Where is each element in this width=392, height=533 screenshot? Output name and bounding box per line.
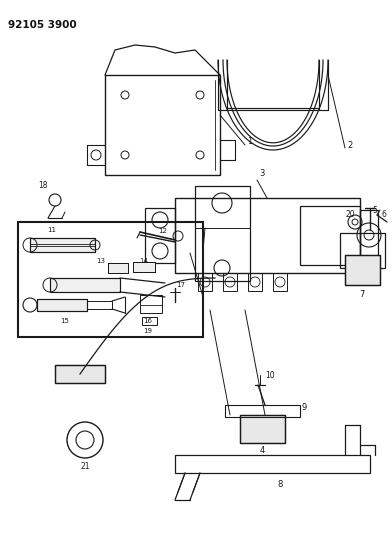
Bar: [223, 273, 237, 291]
Bar: [240, 415, 285, 443]
Bar: [145, 208, 175, 263]
Text: 7: 7: [359, 290, 365, 299]
Bar: [37, 299, 87, 311]
Bar: [345, 255, 380, 285]
Text: 10: 10: [265, 370, 275, 379]
Bar: [240, 415, 285, 443]
Bar: [133, 262, 155, 272]
Bar: [198, 273, 212, 291]
Bar: [248, 273, 262, 291]
Text: 3: 3: [259, 168, 264, 177]
Text: 9: 9: [302, 403, 307, 413]
Text: 11: 11: [47, 227, 56, 233]
Bar: [55, 365, 105, 383]
Bar: [108, 263, 128, 273]
Bar: [18, 222, 203, 337]
Text: 92105 3900: 92105 3900: [8, 20, 76, 30]
Text: 15: 15: [60, 318, 69, 324]
Text: 2: 2: [347, 141, 352, 149]
Bar: [140, 295, 162, 313]
Text: 19: 19: [143, 328, 152, 334]
Text: 21: 21: [80, 462, 90, 471]
Text: 18: 18: [38, 181, 47, 190]
Text: 4: 4: [260, 446, 265, 455]
Bar: [225, 405, 300, 417]
Text: 17: 17: [176, 282, 185, 288]
Text: 5: 5: [372, 206, 377, 215]
Bar: [175, 455, 370, 473]
Bar: [133, 262, 155, 272]
Bar: [50, 278, 120, 292]
Bar: [360, 210, 378, 261]
Bar: [175, 198, 360, 273]
Bar: [30, 238, 95, 252]
Text: 8: 8: [277, 480, 283, 489]
Text: 6: 6: [382, 210, 387, 219]
Text: 13: 13: [96, 258, 105, 264]
Bar: [55, 365, 105, 383]
Bar: [105, 75, 220, 175]
Bar: [30, 238, 95, 252]
Bar: [87, 301, 112, 309]
Text: 20: 20: [345, 210, 355, 219]
Bar: [345, 255, 380, 285]
Text: 12: 12: [158, 228, 167, 234]
Text: 16: 16: [143, 318, 152, 324]
Bar: [195, 186, 250, 281]
Text: 14: 14: [140, 258, 149, 264]
Bar: [273, 273, 287, 291]
Bar: [300, 206, 360, 265]
Bar: [37, 299, 87, 311]
Bar: [50, 278, 120, 292]
Bar: [142, 317, 157, 325]
Bar: [108, 263, 128, 273]
Bar: [340, 233, 385, 268]
Text: 1: 1: [247, 138, 252, 147]
